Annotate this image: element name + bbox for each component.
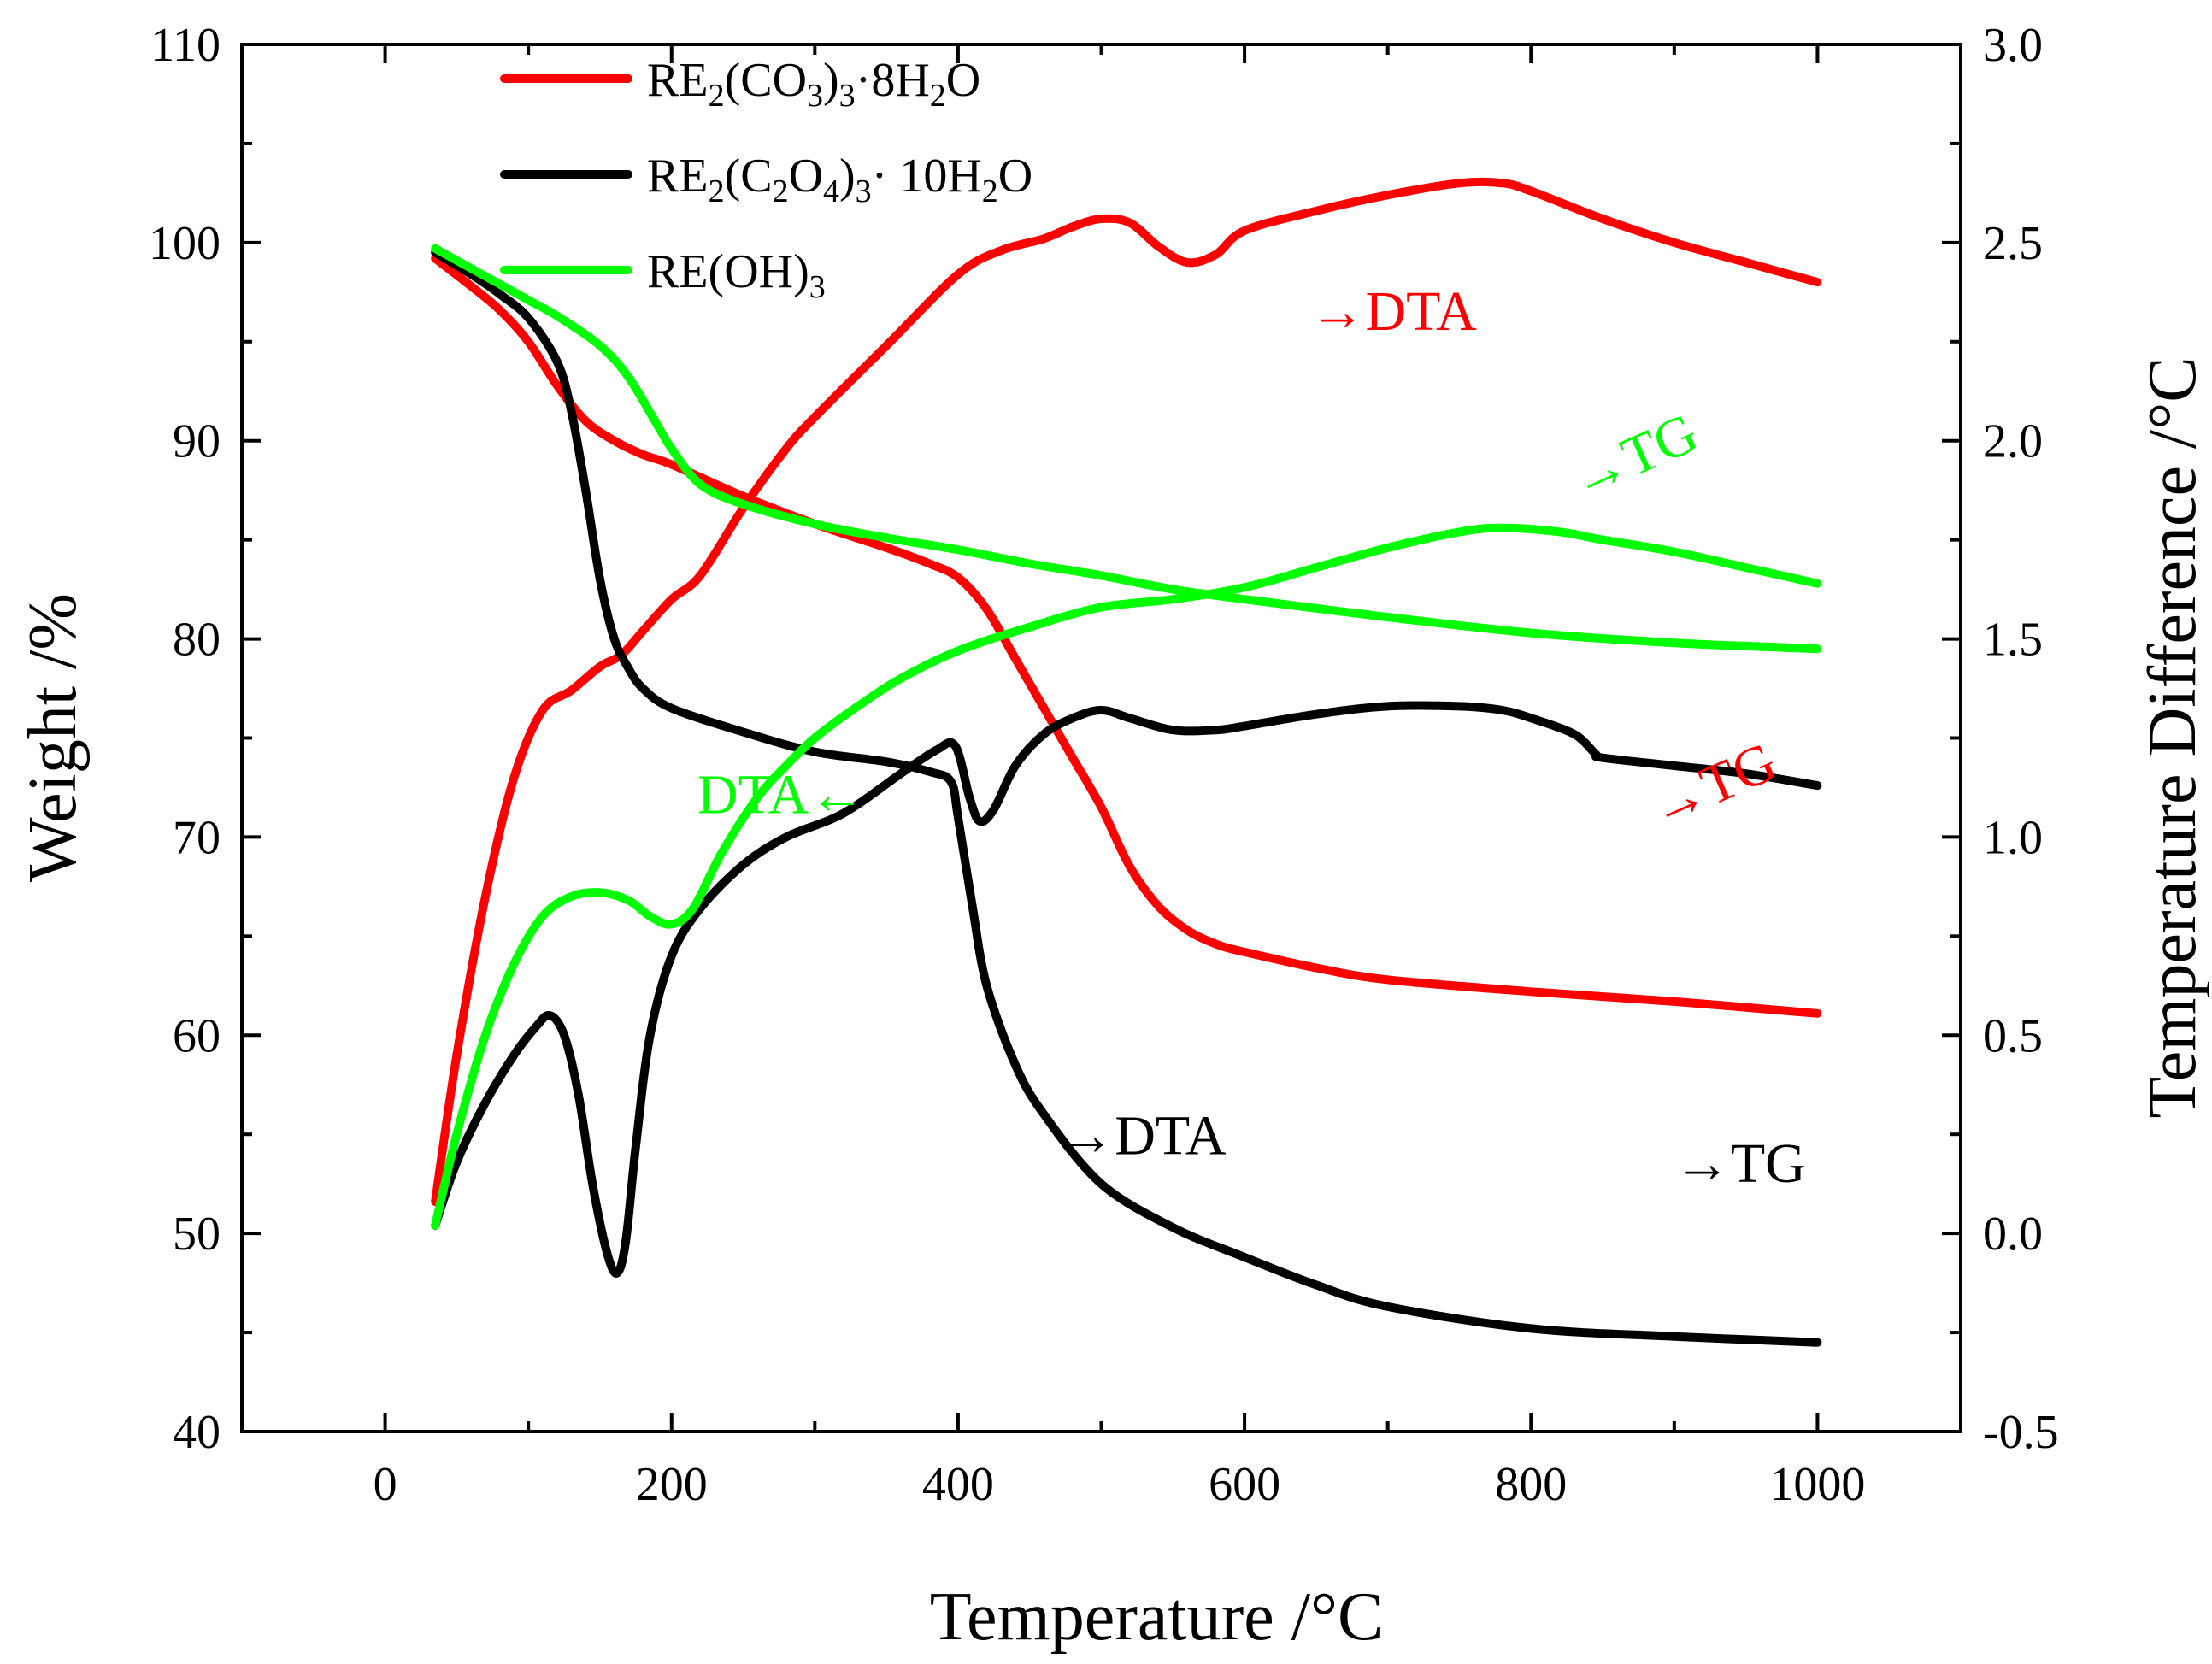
right-tick-label: -0.5 xyxy=(1983,1406,2059,1459)
legend-label-carbonate: RE2(CO3)3·8H2O xyxy=(647,54,980,114)
legend-label-part: 2 xyxy=(930,78,946,114)
legend-label-part: 2 xyxy=(982,173,998,209)
series-line-carbonate-dta xyxy=(431,177,1822,1206)
legend-label-part: O xyxy=(946,54,980,107)
series-line-hydroxide-dta xyxy=(431,523,1822,1230)
left-tick-label: 70 xyxy=(173,811,221,864)
x-tick-label: 1000 xyxy=(1769,1458,1865,1511)
legend-label-part: 3 xyxy=(807,78,823,114)
series-line-carbonate-tg xyxy=(431,254,1822,1018)
x-tick-label: 600 xyxy=(1209,1458,1280,1511)
legend-label-part: RE(OH) xyxy=(647,245,809,298)
legend-label-part: ) xyxy=(839,150,856,203)
legend-label-oxalate: RE2(C2O4)3· 10H2O xyxy=(647,150,1032,209)
legend-label-part: (CO xyxy=(725,54,807,107)
legend-label-part: O xyxy=(789,150,823,203)
right-tick-label: 1.5 xyxy=(1983,614,2043,667)
legend-label-part: (C xyxy=(725,150,773,203)
legend-label-part: RE xyxy=(647,150,709,203)
legend-label-part: 2 xyxy=(709,78,725,114)
left-tick-label: 100 xyxy=(149,217,221,270)
legend-label-part: 2 xyxy=(709,173,725,209)
left-tick-label: 60 xyxy=(173,1009,221,1062)
x-tick-label: 800 xyxy=(1495,1458,1567,1511)
x-axis-label: Temperature /°C xyxy=(930,1579,1384,1655)
right-axis-ticks: -0.5 0.0 0.5 1.0 1.5 2.0 2.5 3.0 xyxy=(1942,19,2059,1459)
left-tick-label: 90 xyxy=(173,415,221,468)
legend-label-part: ) xyxy=(823,54,839,107)
ann-carbonate-dta: →DTA xyxy=(1309,280,1477,343)
series-line-oxalate-tg xyxy=(431,248,1822,1347)
right-axis-label: Temperature Difference /°C xyxy=(2135,356,2210,1118)
ann-oxalate-tg: →TG xyxy=(1674,1132,1806,1195)
legend-label-part: · 10H xyxy=(872,150,982,203)
right-tick-label: 2.5 xyxy=(1983,217,2043,270)
legend-label-part: 3 xyxy=(809,269,826,305)
right-tick-label: 3.0 xyxy=(1983,19,2043,72)
legend-label-part: ·8H xyxy=(856,54,930,107)
right-tick-label: 0.0 xyxy=(1983,1208,2043,1261)
legend-label-part: 4 xyxy=(823,173,839,209)
series-line-hydroxide-tg xyxy=(431,244,1822,654)
legend-label-part: RE xyxy=(647,54,709,107)
ann-hydroxide-tg: →TG xyxy=(1561,402,1706,512)
x-tick-label: 200 xyxy=(636,1458,708,1511)
legend-label-part: O xyxy=(998,150,1032,203)
left-axis-ticks: 40 50 60 70 80 90 100 110 xyxy=(149,19,261,1459)
legend-label-hydroxide: RE(OH)3 xyxy=(647,245,826,305)
left-tick-label: 40 xyxy=(173,1406,221,1459)
left-tick-label: 80 xyxy=(173,614,221,667)
legend-label-part: 3 xyxy=(839,78,856,114)
ann-oxalate-dta: →DTA xyxy=(1058,1104,1227,1167)
right-tick-label: 2.0 xyxy=(1983,415,2043,468)
legend-label-part: 2 xyxy=(773,173,789,209)
series-line-oxalate-dta xyxy=(431,701,1822,1278)
ann-carbonate-tg: →TG xyxy=(1639,731,1785,841)
series-layer xyxy=(431,177,1822,1347)
x-tick-label: 0 xyxy=(374,1458,397,1511)
right-tick-label: 1.0 xyxy=(1983,811,2043,864)
x-axis-ticks: 0 200 400 600 800 1000 xyxy=(240,44,1962,1511)
left-axis-label: Weight /% xyxy=(15,593,91,882)
ann-hydroxide-dta: DTA← xyxy=(697,764,865,826)
left-tick-label: 110 xyxy=(150,19,221,72)
x-tick-label: 400 xyxy=(922,1458,994,1511)
right-tick-label: 0.5 xyxy=(1983,1009,2043,1062)
left-tick-label: 50 xyxy=(173,1208,221,1261)
legend-label-part: 3 xyxy=(856,173,872,209)
annotation-layer: →DTA →TG →TG DTA← →DTA →TG xyxy=(697,280,1806,1195)
